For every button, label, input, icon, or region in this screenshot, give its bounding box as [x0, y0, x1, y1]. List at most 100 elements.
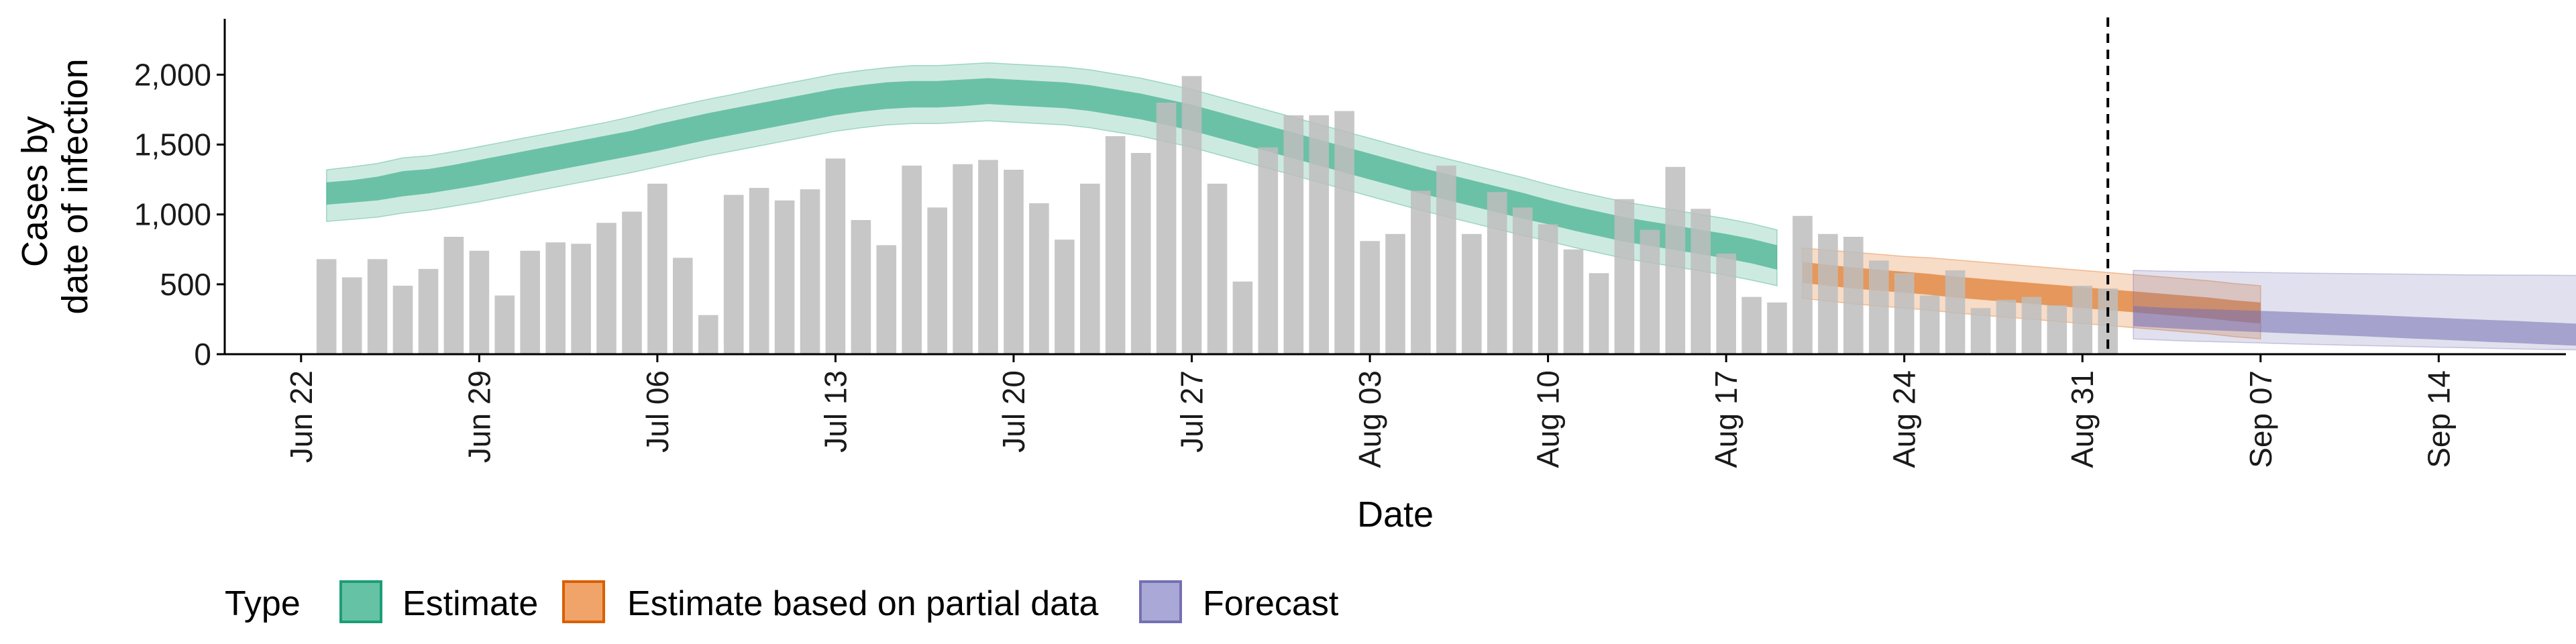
bar: [1487, 192, 1507, 354]
bar: [1258, 147, 1279, 354]
bar: [673, 258, 693, 355]
bar: [2021, 297, 2042, 354]
bar: [1130, 153, 1151, 354]
y-tick-label: 1,500: [134, 127, 211, 162]
legend-title: Type: [225, 584, 301, 623]
bar: [723, 195, 744, 354]
bar: [571, 244, 591, 354]
bar: [1004, 170, 1024, 354]
bar: [1716, 254, 1736, 354]
x-tick-label: Aug 31: [2065, 370, 2100, 468]
bar: [469, 250, 490, 354]
x-tick-label: Aug 17: [1709, 370, 1743, 468]
bar: [1156, 103, 1177, 354]
bar: [1029, 203, 1049, 354]
bar: [902, 165, 922, 355]
bar: [1538, 224, 1558, 355]
x-tick-label: Sep 14: [2421, 370, 2456, 468]
bar: [647, 183, 667, 354]
x-tick-label: Aug 03: [1352, 370, 1387, 468]
bar: [1436, 165, 1456, 355]
bar: [2072, 285, 2092, 354]
ribbons-layer: [325, 62, 2576, 351]
bar: [2047, 305, 2068, 354]
bar: [1411, 191, 1431, 355]
bar: [825, 158, 846, 355]
y-tick-label: 2,000: [134, 57, 211, 92]
bar: [927, 207, 947, 355]
bar: [774, 200, 795, 354]
bar: [1385, 233, 1405, 354]
bar: [1309, 115, 1329, 355]
bar: [1818, 233, 1838, 354]
bar: [316, 259, 337, 354]
bar: [698, 315, 718, 354]
legend-label-forecast: Forecast: [1203, 584, 1339, 623]
x-tick-label: Aug 24: [1887, 370, 1922, 468]
bar: [520, 250, 540, 354]
x-tick-label: Jul 20: [996, 370, 1031, 453]
bar: [1334, 111, 1354, 354]
bar: [1869, 260, 1889, 354]
bar: [1207, 183, 1228, 354]
x-axis: Jun 22 Jun 29 Jul 06 Jul 13 Jul 20 Jul 27 Aug …: [225, 353, 2566, 468]
y-axis-title-line-2: date of infection: [55, 58, 95, 314]
bar: [1996, 299, 2017, 355]
x-tick-label: Sep 07: [2243, 370, 2278, 468]
bar: [953, 164, 973, 354]
bar: [1970, 308, 1991, 355]
bar: [1589, 273, 1609, 354]
y-tick-label: 0: [194, 337, 211, 372]
bar: [1232, 281, 1253, 354]
bar: [494, 295, 515, 354]
bar: [545, 242, 566, 354]
bar: [622, 211, 642, 354]
bar: [1640, 229, 1660, 354]
bar: [800, 189, 820, 354]
bar: [1614, 199, 1635, 355]
x-tick-label: Aug 10: [1531, 370, 1566, 468]
bar: [596, 223, 616, 354]
x-tick-label: Jul 27: [1175, 370, 1210, 453]
bar: [1919, 295, 1940, 354]
x-tick-label: Jul 06: [640, 370, 675, 453]
bar: [443, 237, 464, 354]
bar: [1741, 297, 1762, 354]
bar: [341, 277, 362, 354]
band-inner-estimate: [326, 78, 1778, 270]
bar: [1283, 115, 1304, 355]
x-axis-ticks: Jun 22 Jun 29 Jul 06 Jul 13 Jul 20 Jul 27 Aug …: [284, 354, 2456, 468]
bar: [1945, 270, 1966, 354]
bar: [1181, 76, 1202, 355]
bar: [749, 188, 769, 354]
bar: [1690, 209, 1711, 354]
bar: [1512, 207, 1533, 355]
bar: [1462, 233, 1482, 354]
x-tick-label: Jun 29: [462, 370, 496, 463]
y-axis-title: Cases by date of infection: [15, 58, 95, 314]
bar: [1105, 136, 1126, 354]
bar: [1792, 215, 1813, 355]
observed-bars: [316, 76, 2118, 355]
y-axis-ticks: 0 500 1,000 1,500 2,000: [134, 57, 225, 372]
legend: Type Estimate Estimate based on partial …: [225, 580, 1339, 623]
bar: [367, 259, 388, 354]
bar: [1055, 239, 1075, 354]
y-axis-title-line-1: Cases by: [15, 116, 55, 267]
x-tick-label: Jun 22: [284, 370, 319, 463]
legend-label-estimate: Estimate: [402, 584, 538, 623]
bar: [1843, 237, 1864, 354]
bar: [392, 285, 413, 354]
bar: [418, 268, 439, 354]
y-tick-label: 1,000: [134, 197, 211, 232]
bar: [851, 220, 871, 354]
x-axis-title: Date: [1357, 494, 1434, 535]
legend-key-forecast: [1139, 580, 1182, 623]
bar: [1360, 241, 1380, 355]
legend-key-estimate: [339, 580, 382, 623]
y-tick-label: 500: [160, 267, 211, 302]
band-inner-forecast: [2133, 306, 2576, 346]
bar: [978, 160, 998, 354]
bar: [876, 245, 897, 354]
